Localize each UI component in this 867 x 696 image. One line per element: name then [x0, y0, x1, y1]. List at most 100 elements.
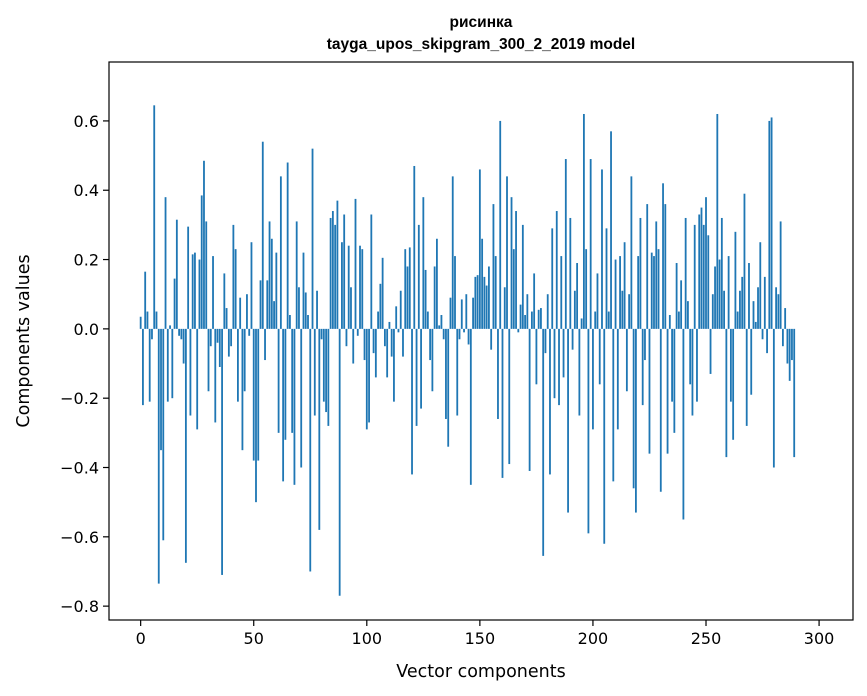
- bar: [180, 328, 183, 340]
- bar: [354, 198, 357, 329]
- bar: [411, 328, 413, 475]
- bar: [499, 120, 502, 329]
- bar: [594, 311, 597, 329]
- bar: [155, 311, 158, 329]
- bar: [379, 283, 382, 329]
- bar: [533, 273, 536, 329]
- bar: [227, 328, 230, 357]
- bar: [273, 301, 275, 329]
- bar: [598, 328, 601, 385]
- bar: [682, 328, 685, 520]
- bar: [187, 226, 190, 329]
- bar: [390, 328, 393, 357]
- bar: [264, 328, 266, 361]
- chart-title: рисинка: [449, 14, 513, 31]
- bar: [388, 321, 391, 329]
- bar: [621, 290, 624, 329]
- bar: [569, 217, 572, 329]
- bar: [546, 294, 549, 329]
- bar: [277, 328, 280, 433]
- bar: [503, 287, 506, 329]
- bar: [675, 263, 678, 329]
- bar: [544, 328, 547, 354]
- bar: [693, 224, 696, 329]
- bar: [549, 328, 551, 475]
- bar: [788, 328, 791, 381]
- bar: [709, 328, 712, 374]
- bar: [286, 162, 289, 329]
- bar: [578, 328, 581, 416]
- bar: [363, 328, 366, 361]
- bar: [687, 301, 689, 329]
- bar: [698, 214, 701, 329]
- bar: [347, 245, 350, 329]
- bar: [365, 328, 368, 430]
- bar: [605, 228, 608, 329]
- chart-subtitle: tayga_upos_skipgram_300_2_2019 model: [326, 36, 636, 53]
- bar: [445, 328, 447, 419]
- bar: [166, 328, 169, 402]
- bar: [173, 278, 176, 329]
- bar: [727, 256, 730, 329]
- bar: [386, 328, 389, 378]
- bar: [716, 113, 719, 329]
- bar: [372, 328, 375, 354]
- bar: [345, 328, 348, 347]
- bar: [655, 221, 658, 329]
- bar: [139, 316, 142, 329]
- bar: [151, 328, 153, 340]
- bar: [320, 328, 323, 340]
- bar: [619, 256, 621, 329]
- bar: [474, 276, 477, 329]
- bar: [521, 224, 524, 329]
- bar: [476, 275, 479, 329]
- bar: [368, 328, 370, 423]
- bar: [560, 256, 563, 329]
- bar: [438, 325, 441, 329]
- bar: [325, 328, 327, 413]
- bar: [657, 249, 660, 329]
- bar: [720, 217, 723, 329]
- bar: [754, 321, 757, 329]
- bar: [494, 256, 497, 329]
- bar: [714, 266, 716, 329]
- bar: [284, 328, 287, 440]
- bar: [469, 328, 472, 485]
- bar: [257, 328, 260, 461]
- bar: [472, 297, 474, 329]
- bar: [761, 328, 764, 340]
- bar: [153, 105, 156, 329]
- bar: [311, 148, 314, 329]
- bar: [485, 285, 488, 329]
- bar: [402, 328, 404, 357]
- bar: [564, 159, 567, 329]
- bar: [553, 328, 556, 399]
- bar: [517, 328, 520, 333]
- bar: [404, 249, 407, 329]
- bar: [614, 259, 617, 329]
- bar: [370, 214, 373, 329]
- bar: [395, 306, 398, 329]
- bar: [250, 242, 253, 329]
- bar: [589, 159, 592, 329]
- bar: [209, 328, 212, 347]
- bar: [230, 328, 233, 347]
- bar: [460, 299, 463, 329]
- bar: [567, 328, 569, 513]
- bar: [625, 328, 628, 392]
- bar: [580, 318, 583, 329]
- bar: [300, 328, 303, 468]
- bar: [241, 328, 244, 451]
- bar: [768, 120, 771, 329]
- bar: [497, 328, 499, 419]
- y-tick-label: 0.0: [74, 320, 99, 339]
- x-ticks: 0 50 100 150 200 250 300: [136, 620, 834, 648]
- bar: [433, 266, 436, 329]
- bar: [702, 224, 705, 329]
- bar: [157, 328, 160, 584]
- bar: [205, 221, 208, 329]
- bar: [662, 183, 664, 329]
- bar: [664, 204, 667, 329]
- bar: [729, 328, 732, 402]
